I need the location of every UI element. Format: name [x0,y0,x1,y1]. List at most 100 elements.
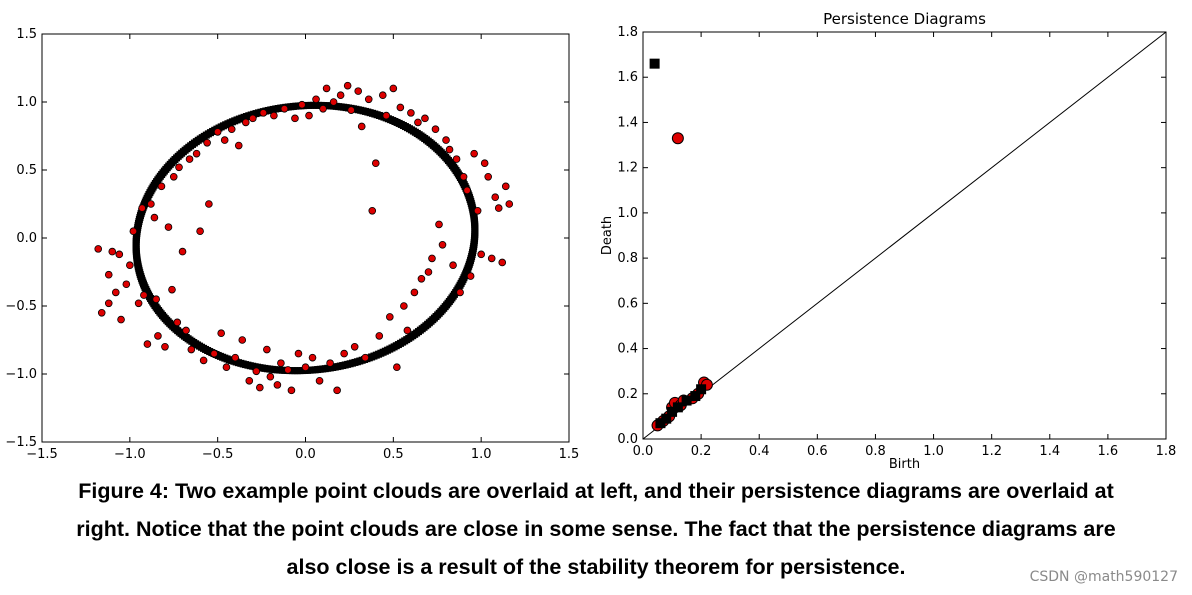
red-point-marker [477,250,485,259]
plot-frame [642,31,1167,440]
x-tick-label: −1.5 [26,447,58,462]
x-tick-label: −0.5 [202,447,234,462]
red-point-marker [315,376,324,385]
red-point-marker [143,340,152,348]
red-point-marker [273,381,282,389]
red-persistence-point [671,132,684,145]
x-tick-label: 1.5 [559,447,580,462]
chart-title: Persistence Diagrams [823,10,986,28]
red-point-marker [466,272,475,280]
y-tick-label: −1.0 [5,367,37,382]
red-point-marker [241,118,250,127]
red-point-marker [463,186,471,195]
red-point-marker [459,173,468,181]
red-point-marker [263,345,271,354]
black-persistence-point [649,58,660,69]
red-point-marker [175,163,183,172]
red-point-marker [169,173,178,181]
red-point-marker [400,302,408,310]
y-tick-label: 1.5 [16,27,37,42]
red-point-marker [245,376,254,385]
red-point-marker [154,332,162,340]
black-persistence-point [661,413,672,424]
red-point-marker [403,326,412,335]
red-point-marker [104,270,113,279]
red-point-marker [357,122,366,131]
red-point-marker [371,159,380,168]
x-tick-label: 0.6 [807,444,828,459]
red-point-marker [312,95,320,104]
red-point-marker [375,332,384,340]
red-point-marker [115,250,124,259]
red-point-marker [319,105,327,113]
x-tick-label: 0.4 [749,444,770,459]
x-tick-label: 1.0 [471,447,492,462]
red-point-marker [442,136,450,144]
red-point-marker [164,223,173,231]
y-tick-label: 1.0 [617,206,638,221]
red-point-marker [227,125,236,133]
red-point-marker [205,200,213,208]
red-point-marker [287,386,296,395]
y-tick-label: 1.4 [617,115,638,130]
red-point-marker [122,280,131,289]
red-point-marker [382,111,391,120]
black-persistence-point [655,418,666,429]
red-point-marker [277,359,285,367]
red-point-marker [438,241,447,249]
red-point-marker [256,383,264,392]
red-point-marker [368,207,377,215]
red-point-marker [249,114,257,123]
red-point-marker [424,268,433,276]
y-axis-label: Death [600,216,615,255]
red-point-marker [266,372,275,381]
red-point-marker [161,342,169,351]
figure-canvas: −1.5 −1.0 −0.5 0.0 0.5 1.0 1.5−1.5−1.0−0.50.00… [5,10,1176,470]
red-point-marker [364,95,373,104]
red-point-marker [298,100,306,109]
red-point-marker [270,111,278,120]
red-point-marker [222,363,231,372]
y-tick-label: 0.8 [617,251,638,266]
red-point-marker [487,254,496,263]
red-point-marker [259,109,268,117]
red-point-marker [157,182,166,191]
red-point-marker [305,111,313,120]
red-point-marker [140,291,148,299]
red-point-marker [480,159,489,168]
red-point-marker [452,155,461,163]
y-tick-label: 0.0 [16,231,37,246]
red-point-marker [396,103,405,112]
red-point-marker [234,141,243,150]
red-point-marker [350,342,359,351]
red-point-marker [449,261,457,270]
x-tick-label: 0.8 [865,444,886,459]
y-tick-label: −1.5 [5,435,37,450]
y-tick-label: 0.5 [16,163,37,178]
red-point-marker [150,213,159,222]
red-point-marker [168,285,176,294]
red-point-marker [94,245,103,253]
red-point-marker [494,204,503,212]
persistence-diagram-plot: 0.0 0.2 0.4 0.6 0.8 1.0 1.2 1.4 1.6 1.8 0.0 0.2 0.4 0… [600,10,1176,470]
x-tick-label: 1.4 [1039,444,1060,459]
black-persistence-point [690,391,701,402]
red-point-marker [484,173,492,181]
red-point-marker [445,145,454,154]
red-point-marker [280,105,289,113]
ellipse-square-marker [469,205,477,213]
red-point-marker [410,288,419,297]
red-point-marker [173,318,182,327]
x-tick-label: 1.6 [1098,444,1119,459]
x-tick-label: 0.5 [383,447,404,462]
x-axis-label: Birth [889,457,920,470]
red-point-marker [361,353,370,362]
y-tick-label: 0.4 [617,342,638,357]
red-point-marker [294,349,303,358]
x-tick-label: 1.2 [981,444,1002,459]
red-point-marker [431,125,440,133]
red-point-marker [336,91,345,99]
y-tick-label: 1.0 [16,95,37,110]
red-point-marker [417,274,426,283]
red-point-marker [386,313,394,321]
